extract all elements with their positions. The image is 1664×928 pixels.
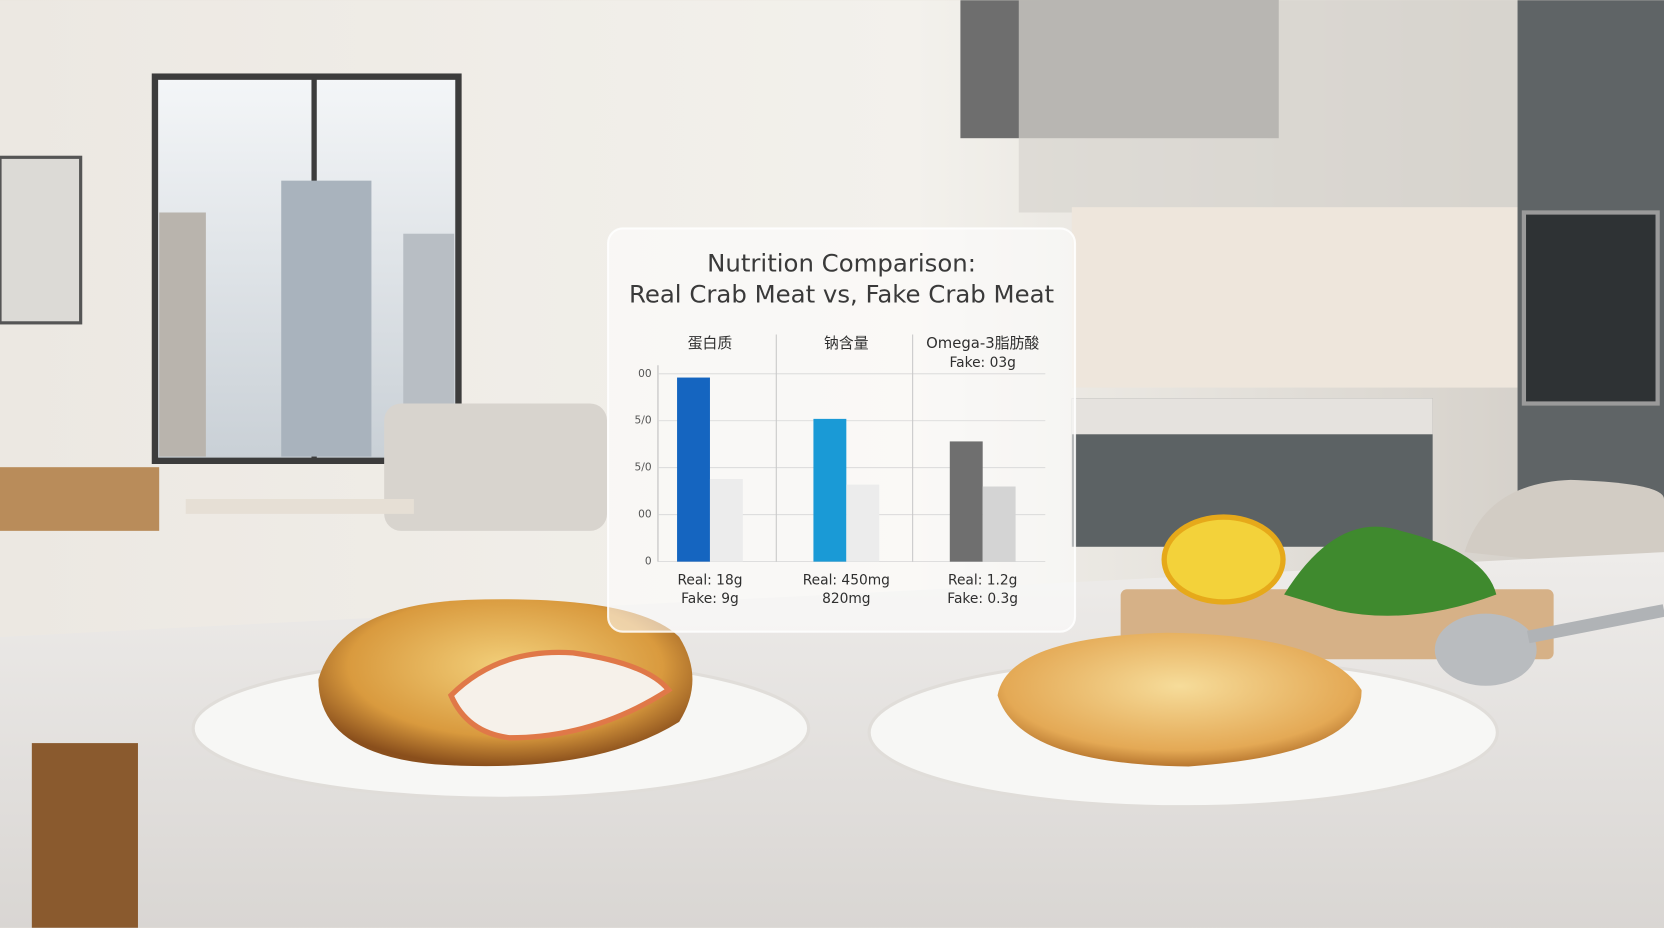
oven [1521, 210, 1660, 406]
wall-art [0, 155, 83, 325]
bar [813, 418, 847, 562]
chart-title: Nutrition Comparison: [707, 248, 976, 277]
y-tick-label: 0 [645, 555, 652, 568]
y-tick-label: 00 [638, 367, 652, 380]
bar [982, 486, 1016, 562]
island-top [1071, 398, 1433, 435]
cup-handle [1526, 604, 1664, 644]
bar [846, 484, 880, 562]
bar [949, 441, 983, 562]
chair [1464, 479, 1664, 574]
panel-title: 蛋白质 [688, 334, 733, 352]
y-tick-label: 5/0 [635, 461, 652, 474]
annotation: Real: 1.2g [948, 573, 1017, 589]
annotation: Fake: 0.3g [947, 591, 1018, 607]
sofa [384, 403, 608, 531]
panel-note: Fake: 03g [949, 355, 1015, 371]
bar [709, 478, 743, 562]
annotation: Real: 18g [677, 573, 742, 589]
annotation: Real: 450mg [803, 573, 890, 589]
annotation: Fake: 9g [681, 591, 739, 607]
bar [677, 377, 710, 562]
parsley [1284, 526, 1497, 616]
y-tick-label: 00 [638, 508, 652, 521]
cabinets [1018, 0, 1518, 213]
crab-filling [447, 649, 673, 741]
measuring-cup [1434, 613, 1537, 686]
panel-title: 钠含量 [824, 334, 869, 352]
backsplash [1071, 207, 1518, 388]
y-tick-label: 5/0 [635, 414, 652, 427]
building [159, 212, 206, 457]
fake-crab-pastry [997, 632, 1362, 767]
panel-title: Omega-3脂肪酸 [926, 334, 1039, 352]
table-leg [31, 743, 138, 928]
chart-subtitle: Real Crab Meat vs, Fake Crab Meat [629, 279, 1054, 308]
sideboard [0, 467, 160, 531]
coffee-table [185, 499, 414, 514]
annotation: 820mg [822, 591, 870, 607]
lemon [1161, 514, 1286, 605]
building [281, 180, 372, 457]
